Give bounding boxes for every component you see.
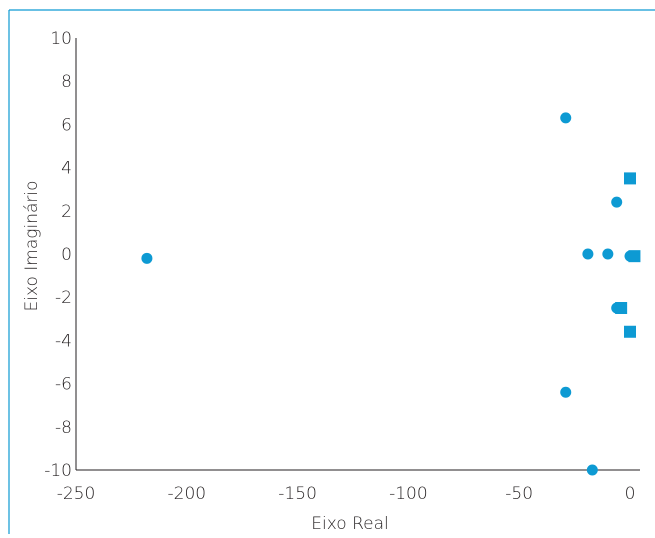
y-tick-label: -8 — [55, 418, 72, 438]
y-tick-label: 0 — [61, 245, 72, 265]
x-tick-label: -200 — [168, 484, 207, 504]
data-point-circle — [586, 464, 598, 476]
y-tick-label: 10 — [50, 29, 72, 49]
data-point-circle — [611, 196, 623, 208]
y-tick-label: 2 — [61, 202, 72, 222]
y-tick-label: -10 — [44, 461, 72, 481]
data-point-square — [624, 325, 636, 338]
x-tick-label: 0 — [625, 484, 636, 504]
data-point-square — [628, 250, 641, 263]
x-tick-label: -100 — [389, 484, 428, 504]
y-axis-title: Eixo Imaginário — [22, 180, 42, 311]
y-tick-label: -4 — [55, 331, 72, 351]
tick-labels: -250 -200 -150 -100 -50 0 -10 -8 -6 -4 -2 0 2 4 6 8 10 — [44, 29, 635, 504]
data-point-circle — [141, 252, 153, 264]
x-tick-label: -250 — [57, 484, 96, 504]
data-point-circle — [560, 386, 572, 398]
data-point-circle — [560, 112, 572, 124]
y-tick-label: 6 — [61, 115, 72, 135]
y-tick-label: -6 — [55, 375, 72, 395]
y-tick-label: -2 — [55, 288, 72, 308]
data-point-circle — [582, 248, 594, 260]
x-tick-label: -50 — [505, 484, 533, 504]
x-axis-title: Eixo Real — [311, 514, 388, 534]
x-tick-label: -150 — [278, 484, 317, 504]
data-point-circle — [602, 248, 614, 260]
data-point-square — [624, 172, 636, 185]
data-point-square — [615, 302, 628, 314]
y-tick-label: 8 — [61, 72, 72, 92]
axes — [75, 38, 640, 471]
data-marks — [141, 112, 641, 476]
y-tick-label: 4 — [61, 159, 72, 179]
